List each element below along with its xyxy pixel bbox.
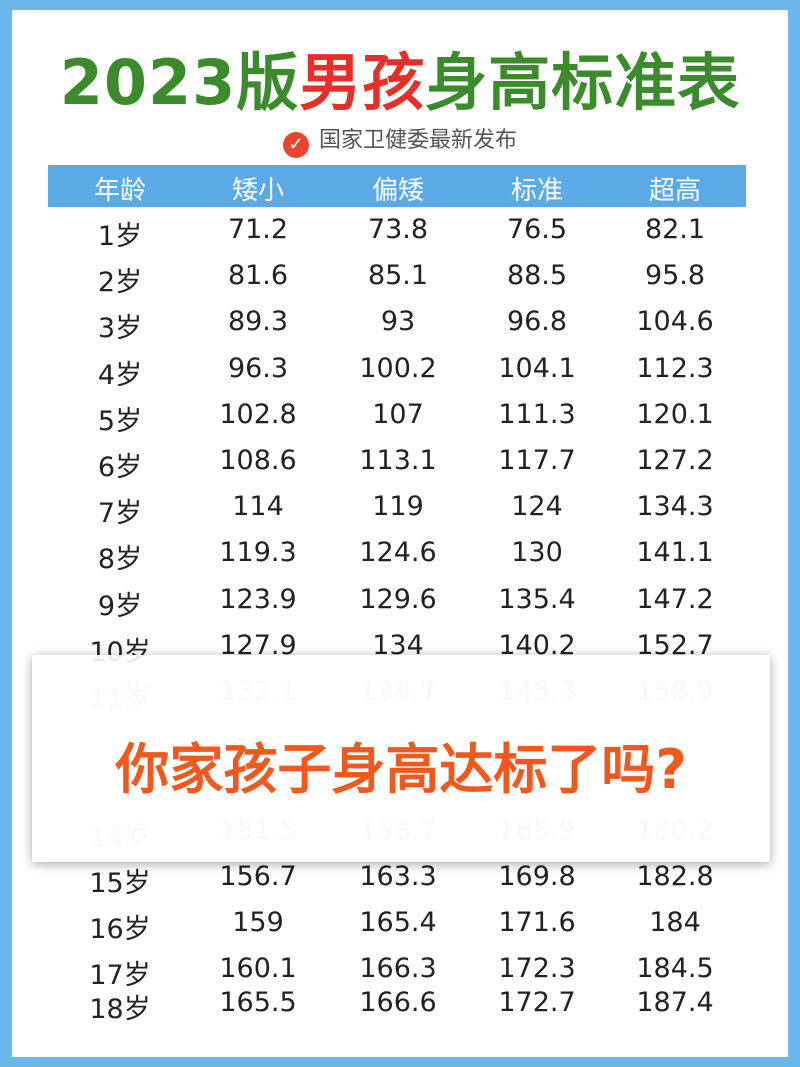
table-row: 4岁 96.3 100.2 104.1 112.3 xyxy=(12,353,788,393)
value-cell: 130 xyxy=(511,537,563,569)
value-cell: 107 xyxy=(372,398,424,430)
age-cell: 6岁 xyxy=(97,452,143,483)
value-cell: 112.3 xyxy=(636,352,714,384)
value-cell: 184.5 xyxy=(636,953,714,984)
title-suffix: 身高标准表 xyxy=(425,46,741,119)
check-icon: ✓ xyxy=(282,132,309,158)
age-cell: 16岁 xyxy=(89,914,151,946)
table-row: 18岁 165.5 166.6 172.7 187.4 xyxy=(12,987,788,1027)
value-cell: 117.7 xyxy=(498,445,576,476)
value-cell: 169.8 xyxy=(498,861,576,893)
value-cell: 76.5 xyxy=(506,214,568,245)
header-cell: 超高 xyxy=(648,176,701,206)
value-cell: 129.6 xyxy=(359,583,437,615)
value-cell: 89.3 xyxy=(227,306,289,338)
value-cell: 165.4 xyxy=(359,907,437,939)
value-cell: 156.7 xyxy=(219,861,297,893)
table-row: 3岁 89.3 93 96.8 104.6 xyxy=(12,306,788,346)
value-cell: 127.2 xyxy=(636,445,714,476)
title-prefix: 2023版 xyxy=(59,46,300,119)
value-cell: 182.8 xyxy=(636,861,714,893)
value-cell: 81.6 xyxy=(227,260,289,292)
table-row: 5岁 102.8 107 111.3 120.1 xyxy=(12,399,788,439)
value-cell: 165.5 xyxy=(219,987,297,1018)
table-row: 2岁 81.6 85.1 88.5 95.8 xyxy=(12,260,788,300)
header-cell: 标准 xyxy=(510,176,563,206)
age-cell: 5岁 xyxy=(97,405,143,437)
age-cell: 7岁 xyxy=(97,498,143,530)
value-cell: 163.3 xyxy=(359,861,437,893)
value-cell: 104.1 xyxy=(498,352,576,384)
value-cell: 172.7 xyxy=(498,987,576,1018)
age-cell: 15岁 xyxy=(89,868,151,900)
value-cell: 124.6 xyxy=(359,537,437,569)
table-row: 6岁 108.6 113.1 117.7 127.2 xyxy=(12,445,788,485)
value-cell: 71.2 xyxy=(227,214,289,245)
value-cell: 93 xyxy=(380,306,416,338)
subtitle: ✓ 国家卫健委最新发布 xyxy=(12,122,788,158)
value-cell: 102.8 xyxy=(219,398,297,430)
value-cell: 85.1 xyxy=(367,260,429,292)
table-header: 年龄 矮小 偏矮 标准 超高 xyxy=(48,165,746,207)
value-cell: 166.3 xyxy=(359,953,437,984)
value-cell: 82.1 xyxy=(644,214,706,245)
banner: 你家孩子身高达标了吗? xyxy=(32,655,770,862)
value-cell: 171.6 xyxy=(498,907,576,939)
value-cell: 119.3 xyxy=(219,537,297,569)
age-cell: 1岁 xyxy=(97,221,143,252)
value-cell: 141.1 xyxy=(636,537,714,569)
value-cell: 184 xyxy=(649,907,701,939)
header-cell: 偏矮 xyxy=(371,176,424,206)
value-cell: 124 xyxy=(511,491,563,523)
table-row: 17岁 160.1 166.3 172.3 184.5 xyxy=(12,953,788,993)
value-cell: 88.5 xyxy=(506,260,568,292)
value-cell: 108.6 xyxy=(219,445,297,476)
value-cell: 166.6 xyxy=(359,987,437,1018)
age-cell: 18岁 xyxy=(89,994,151,1025)
value-cell: 172.3 xyxy=(498,953,576,984)
value-cell: 96.3 xyxy=(227,352,289,384)
table-row: 9岁 123.9 129.6 135.4 147.2 xyxy=(12,584,788,624)
poster: 2023版男孩身高标准表 ✓ 国家卫健委最新发布 年龄 矮小 偏矮 标准 超高 1岁 71.… xyxy=(12,10,788,1057)
age-cell: 3岁 xyxy=(97,313,143,345)
value-cell: 73.8 xyxy=(367,214,429,245)
table-row: 16岁 159 165.4 171.6 184 xyxy=(12,907,788,947)
header-cell: 矮小 xyxy=(231,176,284,206)
value-cell: 187.4 xyxy=(636,987,714,1018)
banner-text: 你家孩子身高达标了吗? xyxy=(115,738,687,801)
title: 2023版男孩身高标准表 xyxy=(12,32,788,122)
value-cell: 147.2 xyxy=(636,583,714,615)
table-row: 8岁 119.3 124.6 130 141.1 xyxy=(12,537,788,577)
value-cell: 113.1 xyxy=(359,445,437,476)
age-cell: 4岁 xyxy=(97,359,143,391)
value-cell: 123.9 xyxy=(219,583,297,615)
table-row: 7岁 114 119 124 134.3 xyxy=(12,491,788,531)
title-highlight: 男孩 xyxy=(299,46,426,119)
value-cell: 96.8 xyxy=(506,306,568,338)
value-cell: 159 xyxy=(232,907,284,939)
age-cell: 2岁 xyxy=(97,267,143,299)
table-row: 15岁 156.7 163.3 169.8 182.8 xyxy=(12,861,788,901)
age-cell: 17岁 xyxy=(89,960,151,991)
value-cell: 135.4 xyxy=(498,583,576,615)
value-cell: 114 xyxy=(232,491,284,523)
value-cell: 119 xyxy=(372,491,424,523)
value-cell: 100.2 xyxy=(359,352,437,384)
subtitle-text: 国家卫健委最新发布 xyxy=(318,128,517,153)
table-row: 1岁 71.2 73.8 76.5 82.1 xyxy=(12,214,788,254)
age-cell: 9岁 xyxy=(97,590,143,622)
header-cell: 年龄 xyxy=(93,176,146,206)
value-cell: 95.8 xyxy=(644,260,706,292)
value-cell: 160.1 xyxy=(219,953,297,984)
value-cell: 111.3 xyxy=(498,398,576,430)
value-cell: 134.3 xyxy=(636,491,714,523)
value-cell: 120.1 xyxy=(636,398,714,430)
value-cell: 104.6 xyxy=(636,306,714,338)
age-cell: 8岁 xyxy=(97,544,143,576)
